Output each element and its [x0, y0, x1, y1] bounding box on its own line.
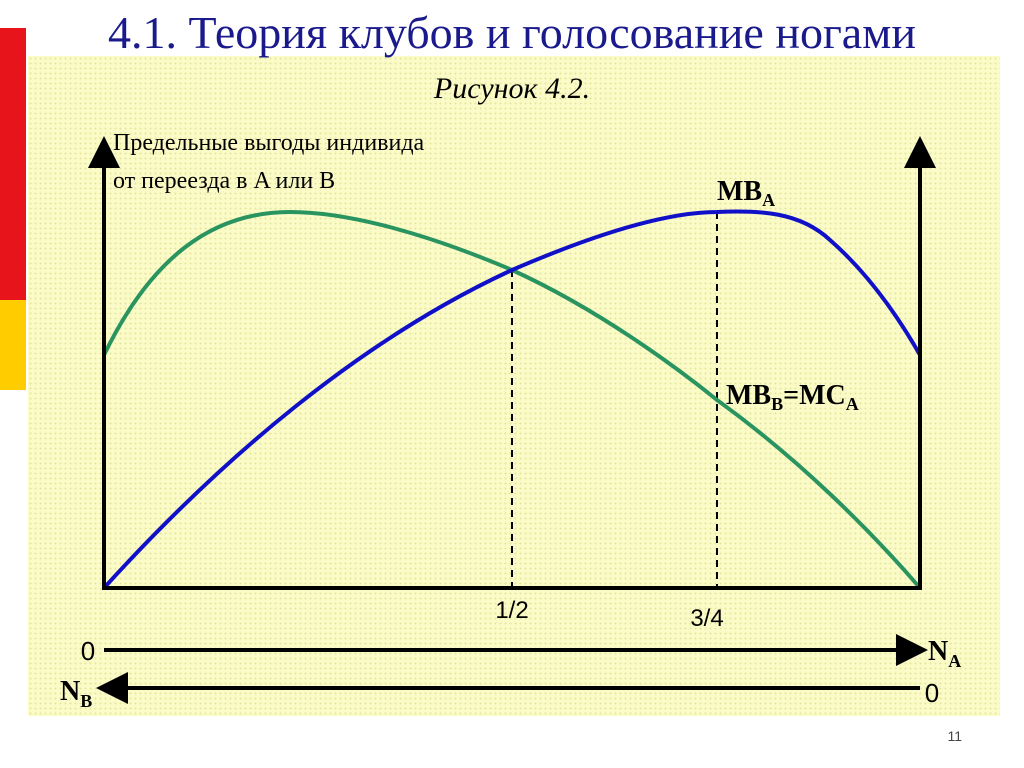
y-axis-label-line1: Предельные выгоды индивида	[113, 130, 425, 156]
nb-zero-label: 0	[925, 678, 939, 708]
y-axis-label: Предельные выгоды индивида от переезда в…	[113, 124, 573, 200]
tick-label-half: 1/2	[495, 597, 528, 624]
decor-yellow-bar	[0, 300, 26, 390]
mb-a-curve	[102, 209, 922, 590]
decor-red-bar	[0, 28, 26, 328]
curve-a-label: MBA	[717, 176, 775, 210]
slide-title: 4.1. Теория клубов и голосование ногами	[108, 7, 916, 58]
page-number: 11	[947, 728, 962, 744]
na-label: NA	[928, 636, 961, 671]
nb-label: NB	[60, 676, 92, 711]
na-zero-label: 0	[81, 636, 95, 666]
figure-label: Рисунок 4.2.	[433, 72, 591, 105]
tick-label-three-quarters: 3/4	[690, 605, 723, 632]
curve-b-label: MBB=MCA	[726, 380, 859, 414]
diagram-panel	[28, 56, 1000, 716]
y-axis-label-line2: от переезда в A или B	[113, 168, 336, 194]
